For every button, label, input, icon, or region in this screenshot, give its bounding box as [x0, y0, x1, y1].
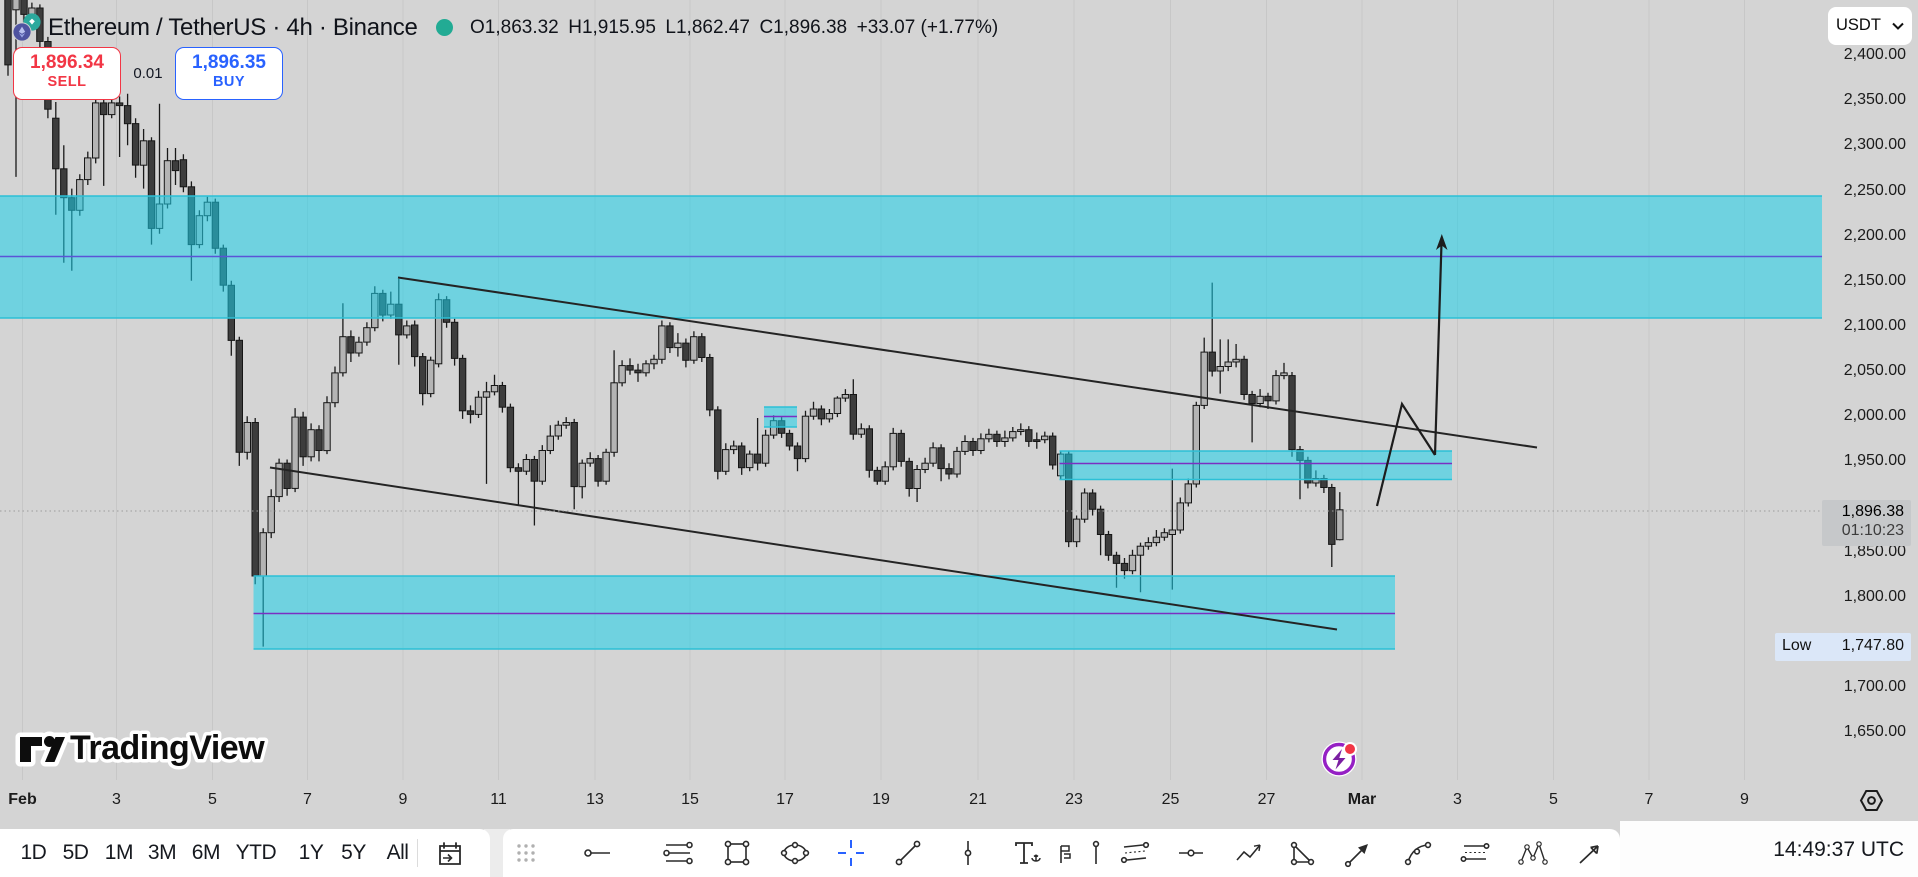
- svg-text:TradingView: TradingView: [70, 729, 265, 767]
